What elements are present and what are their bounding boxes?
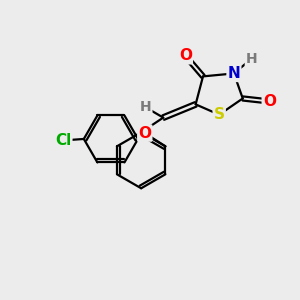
Text: N: N <box>227 66 240 81</box>
Text: Cl: Cl <box>55 133 71 148</box>
Text: O: O <box>263 94 276 109</box>
Text: H: H <box>140 100 152 114</box>
Text: O: O <box>179 48 192 63</box>
Text: O: O <box>138 126 151 141</box>
Text: S: S <box>214 107 225 122</box>
Text: H: H <box>246 52 257 66</box>
